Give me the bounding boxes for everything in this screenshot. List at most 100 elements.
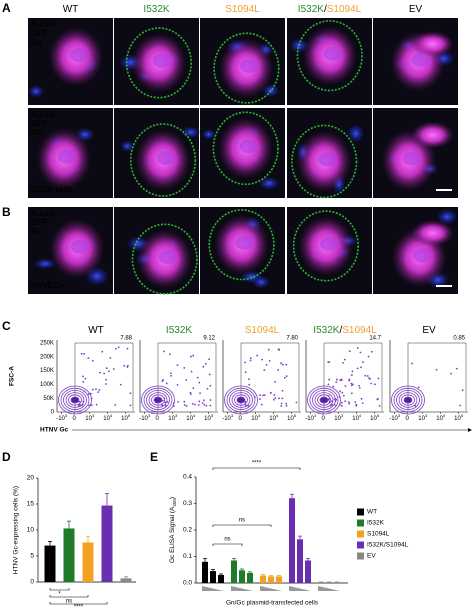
event-dot [185,405,188,407]
condition-label-part: I532K [143,4,169,15]
density-contour [403,396,413,404]
density-contour [70,396,80,404]
condition-label: WT [63,4,79,15]
nucleus [437,209,457,225]
panel-label: A [2,1,11,15]
event-dot [362,361,364,364]
event-dot [343,358,346,361]
nucleus [413,248,432,263]
event-dot [262,394,265,397]
nucleus [411,52,430,67]
y-tick-label: 15 [27,501,35,508]
event-dot [209,384,212,387]
event-dot [277,369,280,371]
x-tick-exponent: 5 [211,413,214,418]
x-tick-base: -10 [139,416,148,422]
nucleus [57,149,76,164]
x-tick-label: 0 [321,416,325,422]
cell-line-label: U2OS cells [31,185,73,194]
event-dot [367,355,370,358]
event-dot [285,375,288,378]
cell-body [411,220,454,247]
nucleus [202,129,216,140]
density-contour [309,387,339,413]
event-dot [350,392,353,395]
x-tick-label: 105 [454,413,464,422]
event-dot [99,371,101,374]
density-contour [307,385,341,415]
event-dot [123,364,126,367]
y-tick-label: 0.3 [183,500,192,507]
density-contour [63,389,87,410]
event-dot [244,361,246,364]
event-dot [348,379,351,382]
x-tick-label: 0 [238,416,242,422]
density-contour [312,389,336,410]
event-dot [97,391,100,394]
y-tick-label: 50K [43,396,54,402]
x-tick-base: 10 [334,416,341,422]
channel-label: GFP [31,29,48,38]
y-tick-label: 0.2 [183,527,192,534]
cell-line-label: HUVECs [31,281,64,290]
event-dot [281,389,284,392]
legend-swatch [357,552,364,560]
legend-label: I532K [367,520,385,527]
legend-swatch [357,530,364,538]
event-dot [459,404,462,407]
condition-label: EV [422,325,436,336]
condition-label: I532K/S1094L [298,4,362,15]
channel-label: Gc [31,128,42,137]
event-dot [189,391,192,394]
x-tick-label: -103 [222,413,234,422]
y-tick-label: 20 [27,475,35,482]
event-dot [104,383,107,385]
nucleus [347,124,364,142]
x-tick-exponent: 3 [92,413,95,418]
event-dot [80,352,83,355]
y-axis-label: HTNV Gc-expressing cells (%) [13,486,20,574]
event-dot [161,399,164,402]
condition-label-part: S1094L [245,325,280,336]
event-dot [249,359,252,362]
nucleus [235,235,254,250]
event-dot [248,383,251,386]
condition-label-part: / [339,325,342,336]
x-tick-label: 105 [370,413,380,422]
bar [202,561,208,583]
bar [318,582,324,583]
significance-bracket [49,602,108,605]
significance-bracket [49,588,70,591]
density-contour [319,396,329,404]
legend-label: WT [367,509,377,516]
event-dot [351,383,354,386]
nucleus [69,48,88,63]
y-tick-label: 0.4 [183,474,192,481]
x-axis-label: HTNV Gc [40,427,69,434]
density-contour [151,394,165,406]
event-dot [162,379,165,381]
y-tick-label: 0 [30,579,34,586]
event-dot [256,354,259,357]
x-tick-base: 0 [321,416,325,422]
event-dot [370,382,373,385]
event-dot [191,403,194,405]
event-dot [82,375,84,378]
membrane-stain [292,210,360,282]
event-dot [280,362,282,365]
event-dot [280,405,283,407]
x-tick-exponent: 3 [425,413,428,418]
bar [101,505,113,582]
condition-label-part: S1094L [342,325,377,336]
condition-label-part: WT [88,325,104,336]
density-contour [393,387,423,413]
event-dot [342,394,345,397]
event-dot [272,398,275,401]
x-tick-base: 10 [204,416,211,422]
density-contour [229,389,253,410]
legend-swatch [357,508,364,516]
density-contour [236,396,246,404]
x-tick-label: 105 [204,413,214,422]
y-tick-label: 0.0 [183,580,192,587]
y-axis-label: FSC-A [9,366,16,386]
